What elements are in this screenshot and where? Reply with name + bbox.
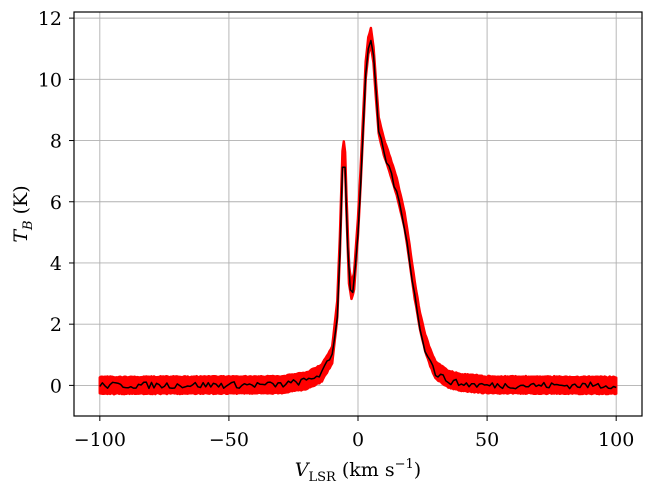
y-tick-label: 2 — [50, 314, 62, 336]
x-tick-label: 100 — [598, 429, 634, 451]
x-tick-label: 0 — [352, 429, 364, 451]
y-tick-label: 0 — [50, 375, 62, 397]
y-tick-label: 10 — [38, 69, 62, 91]
axis-ticks: −100 −50 0 50 100 0 2 4 6 8 10 12 — [38, 8, 635, 451]
y-axis-label-group: TB (K) — [10, 185, 36, 242]
x-tick-label: −100 — [74, 429, 126, 451]
y-tick-label: 8 — [50, 131, 62, 153]
x-tick-label: −50 — [209, 429, 249, 451]
model-draws-band — [98, 26, 618, 396]
y-tick-label: 6 — [50, 192, 62, 214]
y-axis-label-text: TB (K) — [10, 185, 36, 242]
y-axis-label: TB (K) — [10, 185, 36, 242]
x-axis-label-text: VLSR (km s−1) — [295, 457, 421, 485]
x-axis-label: VLSR (km s−1) — [295, 457, 421, 485]
y-tick-label: 12 — [38, 8, 62, 30]
y-tick-label: 4 — [50, 253, 62, 275]
observed-spectrum-line — [99, 39, 617, 390]
x-tick-label: 50 — [475, 429, 499, 451]
plot-area — [98, 26, 618, 396]
